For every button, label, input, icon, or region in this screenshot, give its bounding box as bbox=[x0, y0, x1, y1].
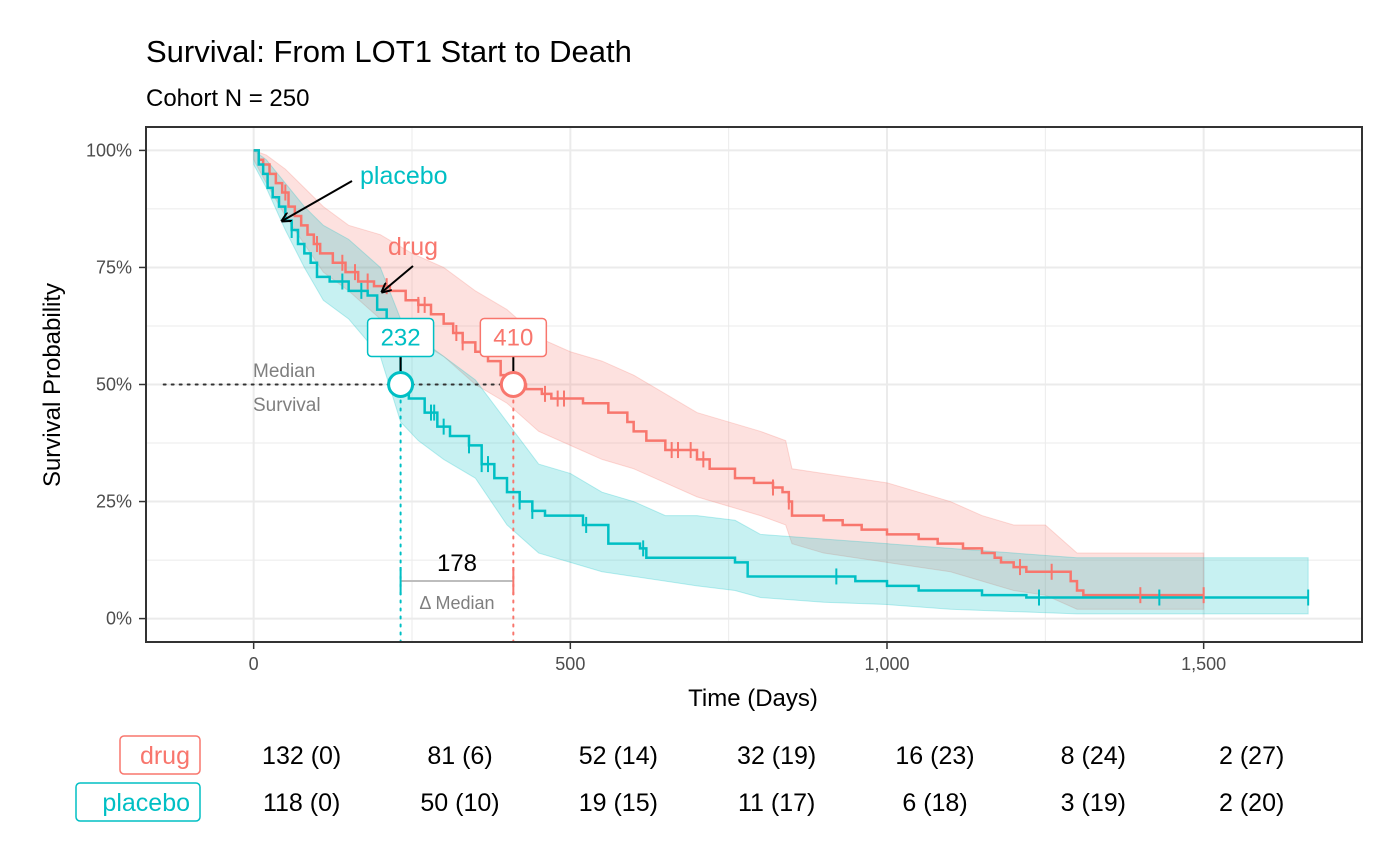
placebo-median-label: 232 bbox=[381, 325, 421, 352]
y-tick-label: 50% bbox=[96, 375, 132, 395]
drug-survival-curve bbox=[253, 149, 1204, 597]
risk-cell: 8 (24) bbox=[1061, 742, 1126, 770]
risk-cell: 52 (14) bbox=[579, 742, 658, 770]
risk-cell: 118 (0) bbox=[263, 789, 340, 817]
chart-subtitle: Cohort N = 250 bbox=[146, 85, 309, 112]
x-axis-title: Time (Days) bbox=[688, 685, 818, 712]
annotations: 410 232 Median Survival 178 Δ Median placebo dr… bbox=[253, 162, 548, 613]
y-tick-label: 100% bbox=[86, 140, 132, 160]
risk-cell: 11 (17) bbox=[738, 789, 815, 817]
placebo-median-marker bbox=[387, 371, 415, 398]
risk-row-label-box-drug bbox=[119, 735, 201, 775]
risk-row-label-drug: drug bbox=[140, 742, 190, 770]
risk-cell: 132 (0) bbox=[262, 742, 341, 770]
placebo-series-label: placebo bbox=[360, 162, 448, 190]
chart-title: Survival: From LOT1 Start to Death bbox=[146, 34, 632, 69]
risk-row-label-placebo: placebo bbox=[102, 789, 190, 817]
median-survival-label-line2: Survival bbox=[253, 395, 321, 416]
placebo-median-label-box bbox=[366, 317, 435, 358]
drug-median-marker bbox=[499, 371, 527, 398]
median-lines bbox=[162, 383, 515, 643]
y-tick-label: 0% bbox=[106, 609, 132, 629]
risk-table: drug 132 (0) 81 (6) 52 (14) 32 (19) 16 (23) 8 … bbox=[75, 735, 1284, 822]
risk-row-label-box-placebo bbox=[75, 782, 201, 822]
x-tick-label: 1,000 bbox=[864, 654, 909, 674]
drug-series-label: drug bbox=[388, 233, 438, 261]
y-tick-label: 25% bbox=[96, 492, 132, 512]
risk-cell: 2 (27) bbox=[1219, 742, 1284, 770]
placebo-label-arrow bbox=[282, 180, 353, 221]
x-tick-label: 0 bbox=[249, 654, 259, 674]
delta-median-value: 178 bbox=[437, 550, 477, 577]
risk-cell: 16 (23) bbox=[895, 742, 974, 770]
risk-cell: 6 (18) bbox=[902, 789, 967, 817]
y-tick-label: 75% bbox=[96, 257, 132, 277]
risk-cell: 2 (20) bbox=[1219, 789, 1284, 817]
x-tick-label: 500 bbox=[555, 654, 585, 674]
risk-cell: 32 (19) bbox=[737, 742, 816, 770]
y-axis-title: Survival Probability bbox=[39, 283, 66, 487]
drug-median-label: 410 bbox=[493, 325, 533, 352]
drug-median-label-box bbox=[479, 317, 548, 358]
delta-median-label: Δ Median bbox=[419, 593, 494, 613]
axes: 0 500 1,000 1,500 0% 25% 50% 75% 100% bbox=[86, 140, 1226, 674]
risk-cell: 50 (10) bbox=[420, 789, 499, 817]
risk-cell: 19 (15) bbox=[579, 789, 658, 817]
x-tick-label: 1,500 bbox=[1181, 654, 1226, 674]
median-survival-label-line1: Median bbox=[253, 361, 315, 382]
risk-cell: 3 (19) bbox=[1061, 789, 1126, 817]
censor-marks bbox=[284, 184, 1310, 606]
placebo-confidence-band bbox=[253, 149, 1309, 615]
drug-label-arrow bbox=[382, 265, 414, 292]
risk-cell: 81 (6) bbox=[427, 742, 492, 770]
